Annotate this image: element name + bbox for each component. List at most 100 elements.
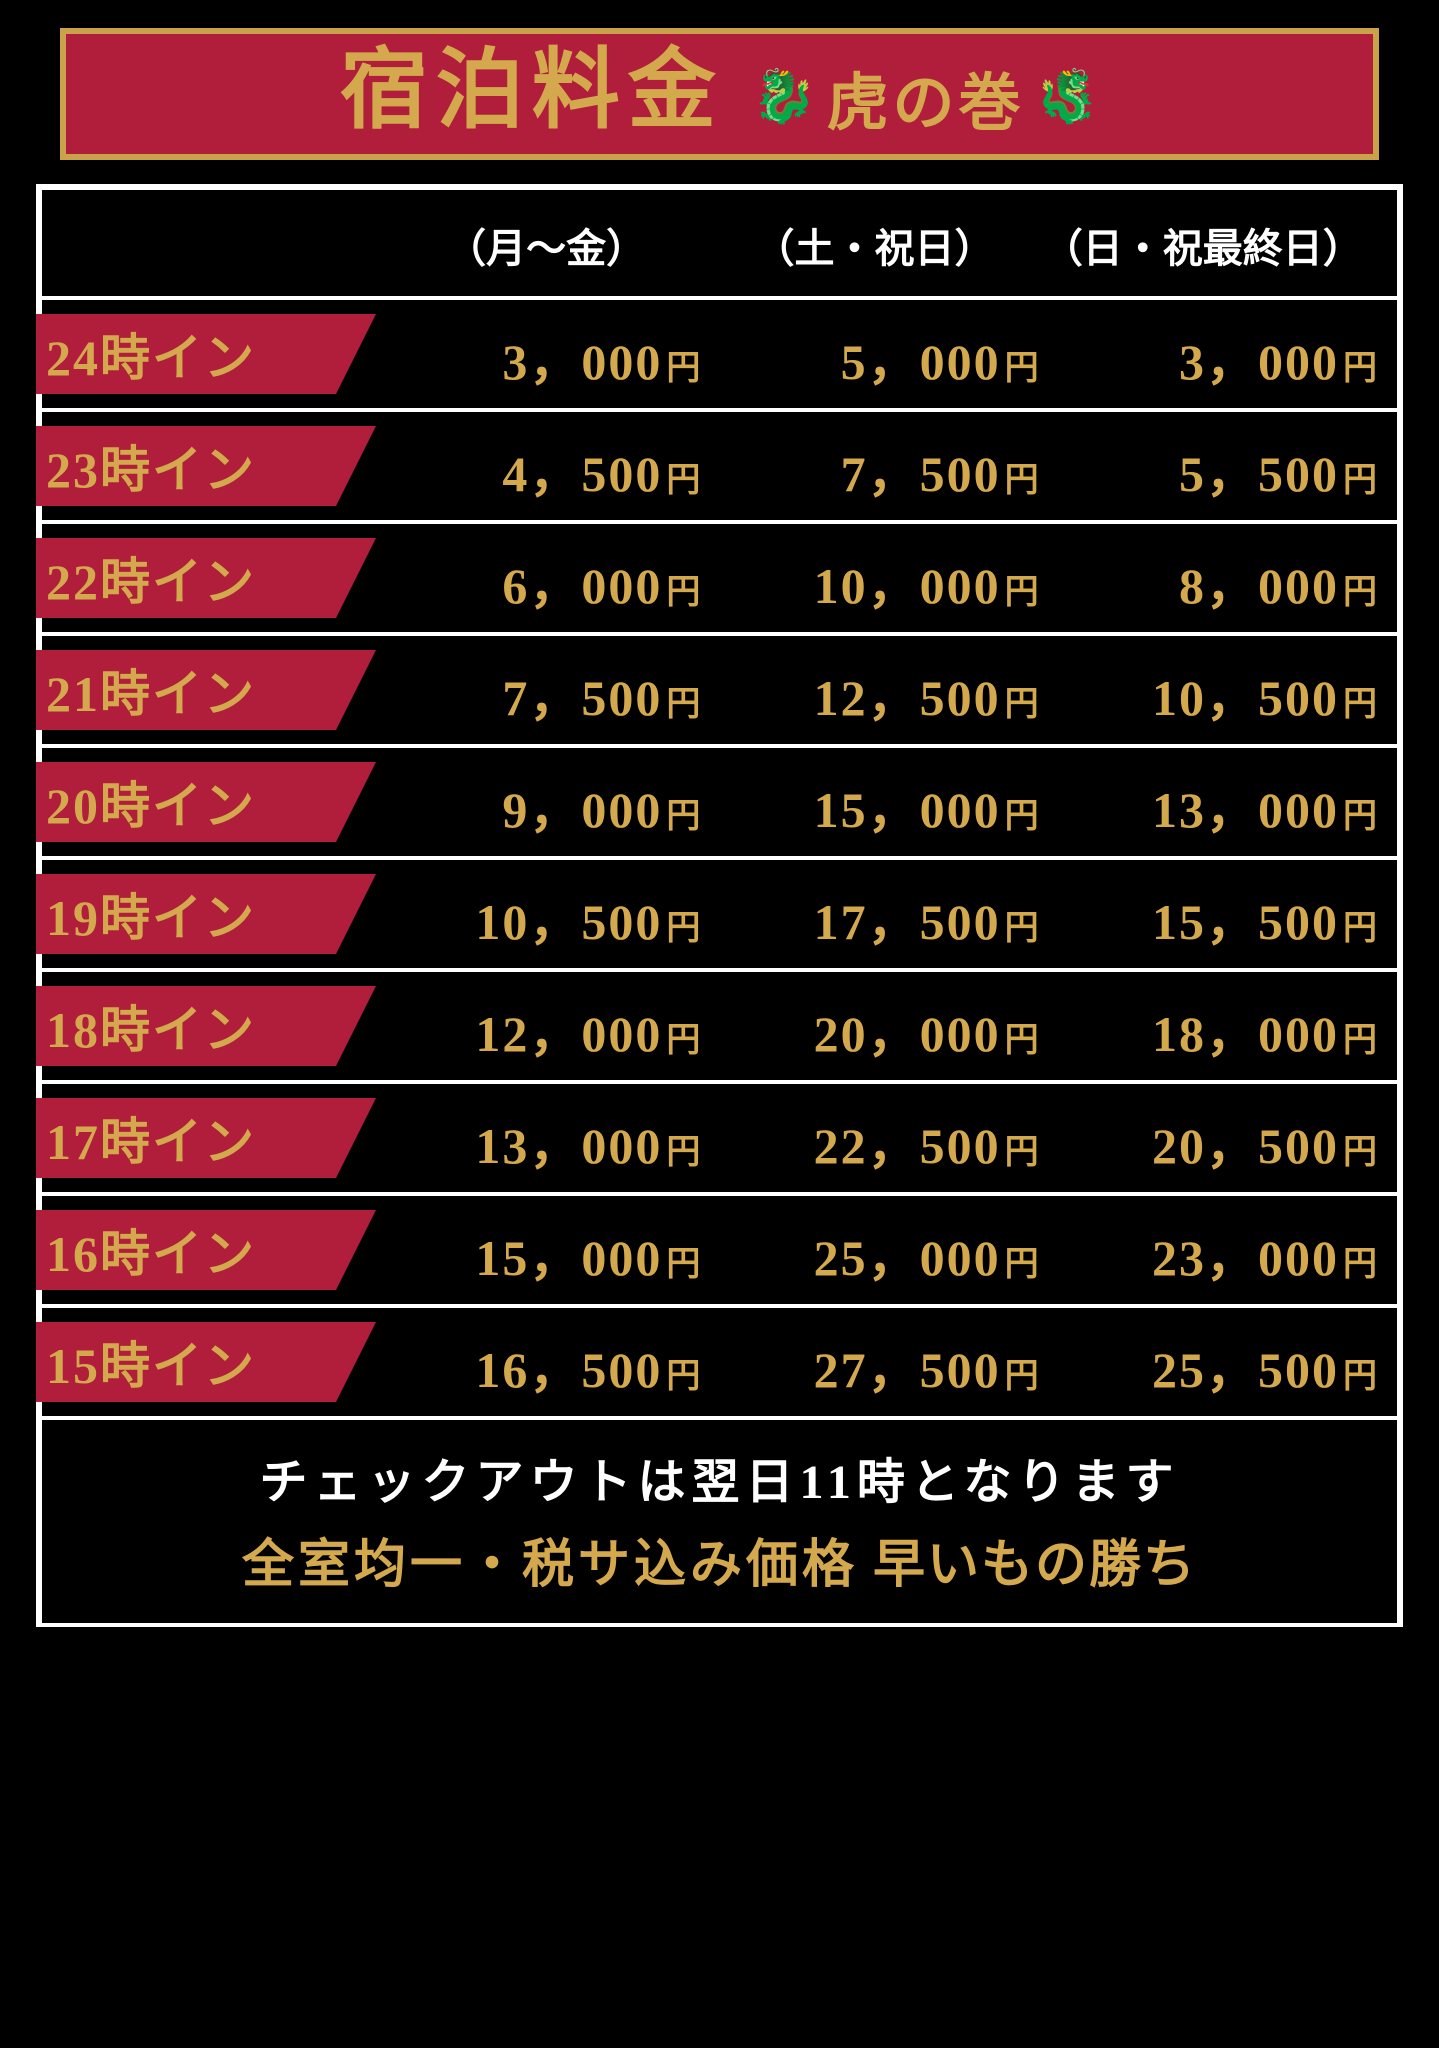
yen-suffix: 円	[666, 788, 702, 837]
row-label: 18時イン	[46, 990, 256, 1062]
price-value: 15，000円	[814, 770, 1041, 842]
price-cell: 9，000円	[382, 748, 720, 856]
table-row: 17時イン 13，000円 22，500円 20，500円	[42, 1080, 1397, 1192]
row-tag: 15時イン	[36, 1322, 336, 1402]
price-cell: 8，000円	[1059, 524, 1397, 632]
price-cell: 5，000円	[720, 300, 1058, 408]
price-number: 12，000	[475, 994, 662, 1066]
price-value: 7，500円	[841, 434, 1041, 506]
price-cell: 10，500円	[382, 860, 720, 968]
table-row: 20時イン9，000円15，000円13，000円	[42, 744, 1397, 856]
price-cell: 10，000円	[720, 524, 1058, 632]
price-number: 7，500	[502, 658, 662, 730]
price-value: 25，500円	[1152, 1330, 1379, 1402]
row-label: 23時イン	[46, 430, 256, 502]
row-tag-cell: 16時イン	[42, 1196, 382, 1304]
price-value: 15，500円	[1152, 882, 1379, 954]
price-value: 3，000円	[502, 322, 702, 394]
price-cell: 3，000円	[382, 300, 720, 408]
row-label: 20時イン	[46, 766, 256, 838]
price-value: 6，000円	[502, 546, 702, 618]
column-header-row: （月～金） （土・祝日） （日・祝最終日）	[42, 190, 1397, 296]
price-cell: 15，500円	[1059, 860, 1397, 968]
price-cell: 15，000円	[720, 748, 1058, 856]
title-sub: 🐉 虎の巻 🐉	[752, 73, 1100, 135]
price-value: 10，500円	[475, 882, 702, 954]
footer-strong: 全室均一・税サ込み価格	[242, 1537, 858, 1594]
yen-suffix: 円	[666, 1348, 702, 1397]
table-row: 18時イン12，000円20，000円18，000円	[42, 968, 1397, 1080]
row-tag-cell: 18時イン	[42, 972, 382, 1080]
title-main: 宿泊料金	[340, 48, 724, 136]
price-value: 9，000円	[502, 770, 702, 842]
row-label: 22時イン	[46, 542, 256, 614]
price-cell: 7，500円	[720, 412, 1058, 520]
price-cell: 13，000円	[382, 1084, 720, 1192]
row-tag-cell: 23時イン	[42, 412, 382, 520]
price-value: 27，500円	[814, 1330, 1041, 1402]
price-number: 15，000	[814, 770, 1001, 842]
price-number: 10，500	[475, 882, 662, 954]
price-cell: 10，500円	[1059, 636, 1397, 744]
footer-line2: 全室均一・税サ込み価格 早いもの勝ち	[52, 1522, 1387, 1597]
row-label: 19時イン	[46, 878, 256, 950]
table-row: 16時イン15，000円25，000円23，000円	[42, 1192, 1397, 1304]
price-value: 3，000円	[1179, 322, 1379, 394]
price-value: 23，000円	[1152, 1218, 1379, 1290]
price-cell: 16，500円	[382, 1308, 720, 1416]
yen-suffix: 円	[1343, 452, 1379, 501]
price-cell: 20，000円	[720, 972, 1058, 1080]
price-value: 25，000円	[814, 1218, 1041, 1290]
dragon-right-icon: 🐉	[1031, 72, 1100, 124]
price-number: 9，000	[502, 770, 662, 842]
yen-suffix: 円	[1005, 564, 1041, 613]
yen-suffix: 円	[1343, 340, 1379, 389]
yen-suffix: 円	[1005, 1236, 1041, 1285]
price-panel: （月～金） （土・祝日） （日・祝最終日） 24時イン3，000円5，000円3…	[36, 184, 1403, 1627]
price-number: 12，500	[814, 658, 1001, 730]
yen-suffix: 円	[1005, 1348, 1041, 1397]
price-value: 12，500円	[814, 658, 1041, 730]
row-tag: 24時イン	[36, 314, 336, 394]
price-cell: 15，000円	[382, 1196, 720, 1304]
price-value: 18，000円	[1152, 994, 1379, 1066]
price-cell: 18，000円	[1059, 972, 1397, 1080]
row-tag: 23時イン	[36, 426, 336, 506]
price-value: 15，000円	[475, 1218, 702, 1290]
table-row: 24時イン3，000円5，000円3，000円	[42, 296, 1397, 408]
price-number: 25，000	[814, 1218, 1001, 1290]
row-label: 15時イン	[46, 1326, 256, 1398]
table-row: 23時イン4，500円7，500円5，500円	[42, 408, 1397, 520]
yen-suffix: 円	[666, 452, 702, 501]
price-number: 3，000	[1179, 322, 1339, 394]
footer-tail: 早いもの勝ち	[858, 1537, 1197, 1594]
price-number: 4，500	[502, 434, 662, 506]
row-label: 17時イン	[46, 1102, 256, 1174]
row-label: 21時イン	[46, 654, 256, 726]
yen-suffix: 円	[1005, 788, 1041, 837]
yen-suffix: 円	[666, 1236, 702, 1285]
price-cell: 6，000円	[382, 524, 720, 632]
title-bar: 宿泊料金 🐉 虎の巻 🐉	[60, 28, 1379, 160]
price-value: 20，500円	[1152, 1106, 1379, 1178]
price-value: 10，500円	[1152, 658, 1379, 730]
yen-suffix: 円	[1343, 1348, 1379, 1397]
price-number: 22，500	[814, 1106, 1001, 1178]
yen-suffix: 円	[1343, 1236, 1379, 1285]
row-tag: 16時イン	[36, 1210, 336, 1290]
yen-suffix: 円	[1343, 788, 1379, 837]
yen-suffix: 円	[1005, 1124, 1041, 1173]
row-tag-cell: 15時イン	[42, 1308, 382, 1416]
row-tag-cell: 20時イン	[42, 748, 382, 856]
price-cell: 27，500円	[720, 1308, 1058, 1416]
table-row: 19時イン 10，500円17，500円 15，500円	[42, 856, 1397, 968]
price-number: 10，500	[1152, 658, 1339, 730]
yen-suffix: 円	[1005, 340, 1041, 389]
price-value: 10，000円	[814, 546, 1041, 618]
price-cell: 12，500円	[720, 636, 1058, 744]
price-value: 7，500円	[502, 658, 702, 730]
price-cell: 17，500円	[720, 860, 1058, 968]
price-number: 25，500	[1152, 1330, 1339, 1402]
price-value: 8，000円	[1179, 546, 1379, 618]
price-number: 15，000	[475, 1218, 662, 1290]
